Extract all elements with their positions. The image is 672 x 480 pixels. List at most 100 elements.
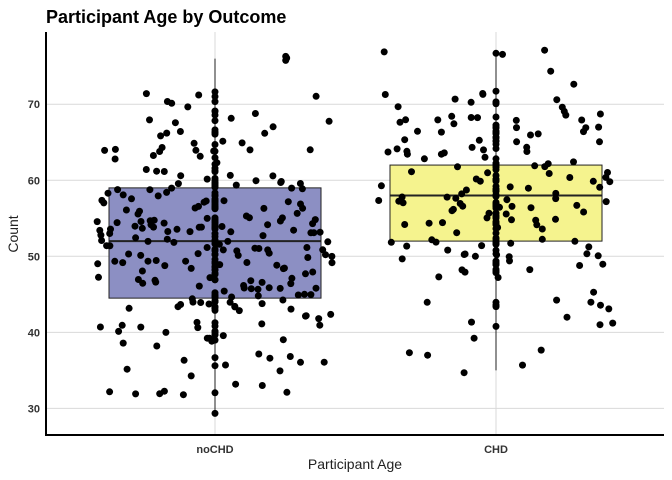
data-point [211,88,219,96]
data-point [122,206,130,214]
data-point [458,190,466,198]
data-point [228,293,236,301]
data-point [293,209,301,217]
y-tick-label: 40 [28,327,40,339]
data-point [312,284,320,292]
data-point [454,163,461,171]
data-point [118,321,126,329]
data-point [443,193,451,201]
data-point [396,118,404,126]
data-point [168,99,176,107]
data-point [470,334,478,342]
data-point [602,198,610,206]
data-point [492,113,500,121]
data-point [211,328,219,336]
data-point [319,246,327,254]
data-point [93,218,101,226]
data-point [115,327,123,335]
data-point [492,246,500,254]
data-point [432,238,440,246]
data-point [137,251,145,259]
data-point [478,242,486,250]
data-point [448,112,456,120]
data-point [156,148,164,155]
data-point [258,278,266,286]
data-point [220,287,228,295]
data-point [505,253,513,261]
data-point [211,154,219,162]
data-point [596,110,604,118]
data-point [211,164,219,172]
data-point [599,260,607,268]
data-point [384,148,392,156]
data-point [553,96,561,104]
data-point [462,186,470,194]
data-point [240,282,248,289]
data-point [163,235,171,243]
data-point [301,290,308,298]
data-point [467,114,475,121]
data-point [284,198,292,206]
data-point [111,257,119,265]
data-point [137,218,145,225]
data-point [152,257,160,264]
data-point [597,301,604,309]
data-point [484,169,492,177]
data-point [211,276,219,284]
data-point [260,204,268,212]
x-tick-label: noCHD [196,444,233,456]
data-point [211,322,219,330]
data-point [596,183,604,191]
data-point [277,179,285,186]
data-point [196,152,204,160]
data-point [174,303,182,311]
x-axis-label: Participant Age [308,456,402,472]
data-point [150,216,158,224]
data-point [435,273,443,281]
data-point [149,152,157,159]
data-point [513,138,521,146]
data-point [150,223,157,231]
data-point [503,196,511,204]
data-point [609,319,617,327]
data-point [195,282,203,290]
data-point [502,210,510,218]
data-point [474,114,481,122]
data-point [259,232,267,240]
data-point [402,116,410,124]
data-point [279,296,287,304]
data-point [287,280,295,288]
data-point [570,158,577,166]
data-point [576,262,584,269]
data-point [304,254,312,261]
data-point [519,361,526,369]
data-point [450,120,458,128]
data-point [541,46,549,54]
data-point [375,197,383,204]
data-point [544,160,552,168]
data-point [538,235,546,243]
data-point [513,124,520,132]
data-point [138,224,146,232]
data-point [211,266,219,274]
data-point [401,136,409,144]
data-point [492,301,500,309]
data-point [168,184,176,192]
data-point [220,197,228,205]
data-point [492,200,500,208]
data-point [553,296,561,304]
x-tick-label: CHD [484,444,508,456]
data-point [439,219,446,227]
data-point [245,214,253,222]
data-point [573,201,581,209]
data-point [94,260,102,268]
data-point [444,246,452,254]
data-point [266,354,274,362]
data-point [596,321,604,329]
data-point [232,181,240,189]
data-point [276,367,284,375]
data-point [203,175,211,183]
data-point [251,244,259,252]
data-point [571,237,579,245]
